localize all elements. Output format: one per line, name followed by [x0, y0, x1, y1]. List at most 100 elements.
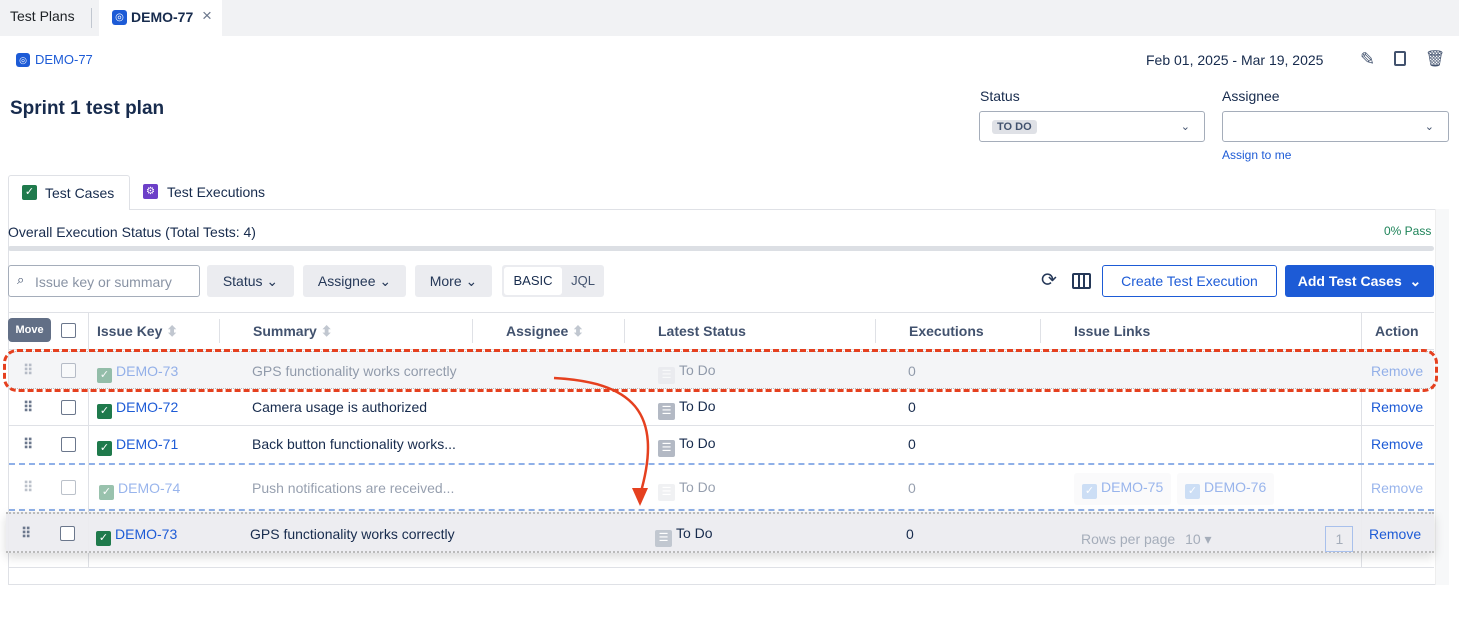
drag-handle-icon[interactable]: ⠿: [23, 436, 33, 452]
column-header-executions[interactable]: Executions: [909, 323, 984, 339]
issue-key-link[interactable]: ✓ DEMO-74: [99, 480, 180, 500]
scrollbar[interactable]: [1435, 209, 1449, 585]
tab-label: Test Cases: [45, 185, 115, 201]
label: Add Test Cases: [1297, 273, 1402, 289]
test-case-icon: ✓: [97, 441, 112, 456]
issue-key-link[interactable]: ✓ DEMO-73: [97, 363, 178, 383]
issue-key-link[interactable]: ✓ DEMO-73: [96, 526, 177, 546]
chevron-down-icon: ⌄: [1424, 121, 1434, 133]
status-select[interactable]: TO DO ⌄: [979, 111, 1205, 142]
key: DEMO-72: [116, 399, 179, 415]
row-checkbox[interactable]: [61, 363, 76, 378]
table-row[interactable]: ⠿ ✓ DEMO-71 Back button functionality wor…: [9, 426, 1434, 463]
close-icon[interactable]: ×: [202, 6, 212, 25]
drag-handle-icon[interactable]: ⠿: [23, 399, 33, 415]
page-title: Sprint 1 test plan: [10, 98, 165, 119]
issue-key-link[interactable]: ✓ DEMO-71: [97, 436, 178, 456]
executions: 0: [908, 480, 916, 496]
label: More: [429, 273, 462, 289]
row-checkbox[interactable]: [61, 480, 76, 495]
drag-handle-icon[interactable]: ⠿: [21, 525, 31, 541]
rows-per-page-label: Rows per page: [1081, 531, 1176, 547]
chevron-down-icon: ⌄: [1180, 121, 1190, 133]
add-test-cases-button[interactable]: Add Test Cases ⌄: [1285, 265, 1434, 297]
row-checkbox[interactable]: [61, 400, 76, 415]
search-input[interactable]: ⌕ Issue key or summary: [8, 265, 200, 297]
row-checkbox[interactable]: [61, 437, 76, 452]
status-icon: ☰: [658, 403, 675, 420]
status-lozenge: TO DO: [992, 120, 1037, 134]
drag-handle-icon[interactable]: ⠿: [23, 362, 33, 378]
remove-button[interactable]: Remove: [1371, 399, 1424, 415]
search-mode-toggle: BASIC JQL: [502, 265, 604, 297]
column-divider: [875, 319, 876, 343]
tab-test-cases[interactable]: ✓ Test Cases: [8, 175, 130, 210]
summary: Back button functionality works...: [252, 436, 456, 452]
basic-mode-button[interactable]: BASIC: [504, 267, 562, 295]
column-header-assignee[interactable]: Assignee ⬍: [506, 312, 584, 350]
issue-link-chip[interactable]: ✓ DEMO-75: [1074, 473, 1172, 505]
dragged-row[interactable]: ⠿ ✓ DEMO-73 GPS functionality works corre…: [6, 512, 1434, 553]
jql-mode-button[interactable]: JQL: [571, 273, 595, 288]
issue-link-chip[interactable]: ✓ DEMO-76: [1177, 473, 1275, 505]
rows-per-page-select[interactable]: 10: [1185, 531, 1201, 547]
delete-icon[interactable]: 🗑: [1425, 51, 1446, 68]
label: To Do: [679, 479, 716, 495]
remove-button[interactable]: Remove: [1369, 526, 1422, 542]
status-icon: ☰: [658, 484, 675, 501]
test-case-icon: ✓: [96, 531, 111, 546]
label: Summary: [253, 323, 317, 339]
tab-label: Test Executions: [167, 184, 266, 200]
select-all-checkbox[interactable]: [61, 323, 76, 338]
executions: 0: [908, 399, 916, 415]
column-divider: [1040, 319, 1041, 343]
table-row[interactable]: ⠿ ✓ DEMO-72 Camera usage is authorized ☰ T…: [9, 389, 1434, 426]
edit-icon[interactable]: ✎: [1360, 49, 1376, 69]
row-checkbox[interactable]: [60, 526, 75, 541]
label: Status: [222, 273, 263, 289]
assignee-filter-button[interactable]: Assignee ⌄: [303, 265, 406, 297]
assign-to-me-link[interactable]: Assign to me: [1222, 148, 1292, 162]
search-icon: ⌕: [17, 272, 25, 287]
column-header-summary[interactable]: Summary ⬍: [253, 312, 332, 350]
table-row[interactable]: ⠿ ✓ DEMO-74 Push notifications are receiv…: [9, 463, 1434, 511]
column-divider: [624, 319, 625, 343]
status-filter-button[interactable]: Status ⌄: [207, 265, 294, 297]
search-placeholder: Issue key or summary: [35, 274, 172, 290]
label: To Do: [679, 362, 716, 378]
breadcrumb-key[interactable]: DEMO-77: [35, 52, 93, 67]
test-cases-panel: [8, 209, 1435, 585]
pass-label: 0% Pass: [1384, 224, 1432, 238]
status: ☰ To Do: [658, 398, 716, 420]
remove-button[interactable]: Remove: [1371, 436, 1424, 452]
tab-test-plans[interactable]: Test Plans: [10, 8, 75, 24]
status-icon: ☰: [658, 440, 675, 457]
status: ☰ To Do: [658, 435, 716, 457]
assignee-select[interactable]: ⌄: [1222, 111, 1449, 142]
issue-key-link[interactable]: ✓ DEMO-72: [97, 399, 178, 419]
drag-handle-icon[interactable]: ⠿: [23, 479, 33, 495]
columns-icon[interactable]: [1072, 273, 1091, 289]
status-icon: ☰: [655, 530, 672, 547]
more-filter-button[interactable]: More ⌄: [415, 265, 492, 297]
test-case-icon: ✓: [97, 368, 112, 383]
executions: 0: [906, 526, 914, 542]
sort-icon: ⬍: [572, 323, 584, 339]
table-row[interactable]: ⠿ ✓ DEMO-73 GPS functionality works corre…: [9, 351, 1434, 389]
column-header-latest-status[interactable]: Latest Status: [658, 323, 746, 339]
refresh-icon[interactable]: ⟳: [1041, 270, 1057, 291]
summary: GPS functionality works correctly: [252, 363, 457, 379]
tab-demo-77[interactable]: ◎ DEMO-77 ×: [99, 0, 222, 36]
divider: [91, 8, 92, 28]
test-execution-icon: ⚙: [143, 184, 158, 199]
checkbox-icon: ✓: [1082, 484, 1097, 499]
page-button[interactable]: 1: [1325, 526, 1354, 552]
remove-button[interactable]: Remove: [1371, 363, 1424, 379]
table-bottom: [9, 567, 1434, 568]
status-icon: ☰: [658, 367, 675, 384]
remove-button[interactable]: Remove: [1371, 480, 1424, 496]
column-header-issue-key[interactable]: Issue Key ⬍: [97, 312, 178, 350]
copy-icon[interactable]: [1394, 51, 1406, 66]
create-test-execution-button[interactable]: Create Test Execution: [1102, 265, 1277, 297]
test-plan-icon: ◎: [112, 10, 127, 25]
